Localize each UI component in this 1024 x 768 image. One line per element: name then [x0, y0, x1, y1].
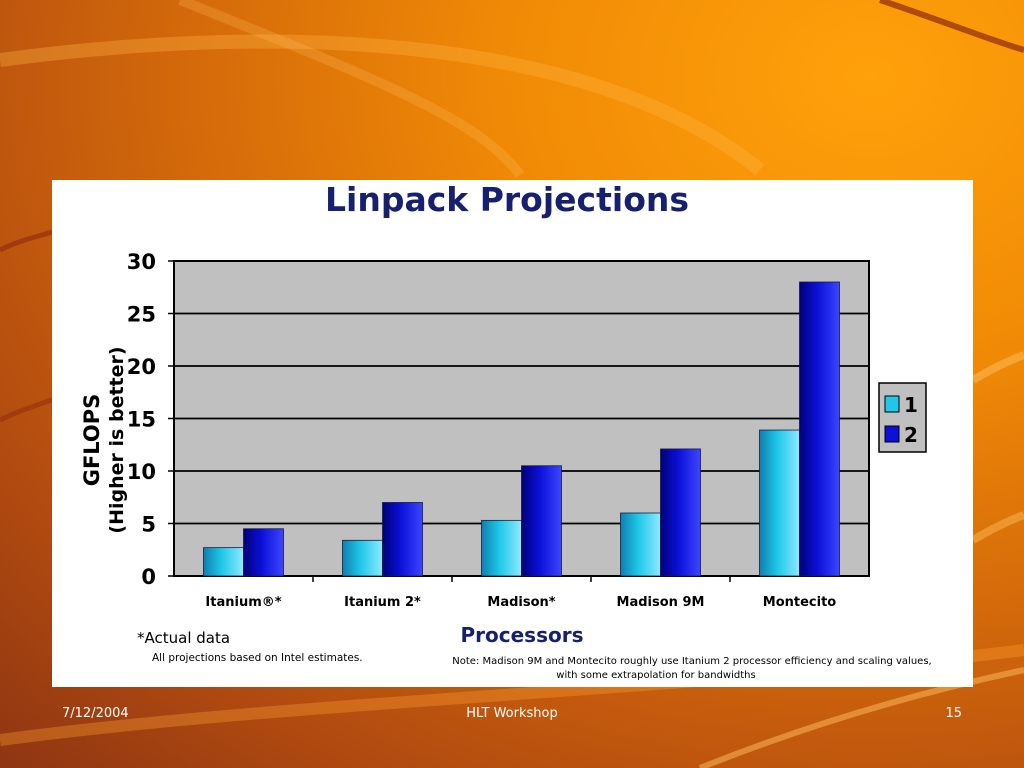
- footnote-line-2: with some extrapolation for bandwidths: [556, 670, 755, 681]
- bar-2-0: [243, 528, 284, 577]
- y-axis-label-primary: GFLOPS: [80, 394, 104, 487]
- x-tick-label: Itanium®*: [205, 595, 281, 610]
- x-tick-label: Madison 9M: [617, 595, 705, 610]
- bar-2-2: [521, 465, 562, 577]
- legend-label-2: 2: [904, 423, 918, 447]
- legend: 12: [878, 382, 927, 453]
- bar-2-4: [799, 281, 840, 577]
- y-tick-label: 25: [127, 303, 156, 327]
- projections-note: All projections based on Intel estimates…: [152, 652, 363, 664]
- bars: [203, 281, 840, 577]
- x-axis-title: Processors: [461, 623, 584, 647]
- actual-data-note: *Actual data: [137, 629, 230, 647]
- x-tick-label: Madison*: [487, 595, 555, 610]
- y-tick-label: 0: [141, 565, 156, 589]
- linpack-chart: Linpack Projections 0 5 10 15 20 25 30 Itanium…: [80, 180, 932, 681]
- x-tick-label: Montecito: [763, 595, 837, 610]
- chart-panel: Linpack Projections 0 5 10 15 20 25 30 Itanium…: [52, 180, 973, 687]
- x-tick-label: Itanium 2*: [344, 595, 421, 610]
- legend-swatch-2: [884, 425, 900, 443]
- x-axis-ticks: Itanium®* Itanium 2* Madison* Madison 9M Mon…: [205, 576, 836, 610]
- bar-2-3: [660, 448, 701, 577]
- y-axis-title: GFLOPS (Higher is better): [80, 346, 128, 533]
- y-tick-label: 20: [127, 355, 156, 379]
- footnote-line-1: Note: Madison 9M and Montecito roughly u…: [452, 656, 931, 667]
- footer-date: 7/12/2004: [62, 706, 129, 721]
- y-axis-ticks: 0 5 10 15 20 25 30: [127, 250, 174, 589]
- y-tick-label: 30: [127, 250, 156, 274]
- bar-1-4: [759, 429, 800, 577]
- bar-2-1: [382, 502, 423, 577]
- chart-title: Linpack Projections: [325, 180, 689, 219]
- y-tick-label: 15: [127, 408, 156, 432]
- y-tick-label: 5: [141, 513, 156, 537]
- bar-1-2: [481, 519, 522, 577]
- y-axis-label-secondary: (Higher is better): [106, 346, 128, 533]
- footer-title: HLT Workshop: [466, 706, 558, 721]
- legend-swatch-1: [884, 395, 900, 413]
- legend-label-1: 1: [904, 393, 918, 417]
- y-tick-label: 10: [127, 460, 156, 484]
- bar-1-1: [342, 539, 383, 577]
- bar-1-3: [620, 512, 661, 577]
- bar-1-0: [203, 547, 244, 577]
- slide-number: 15: [945, 706, 962, 721]
